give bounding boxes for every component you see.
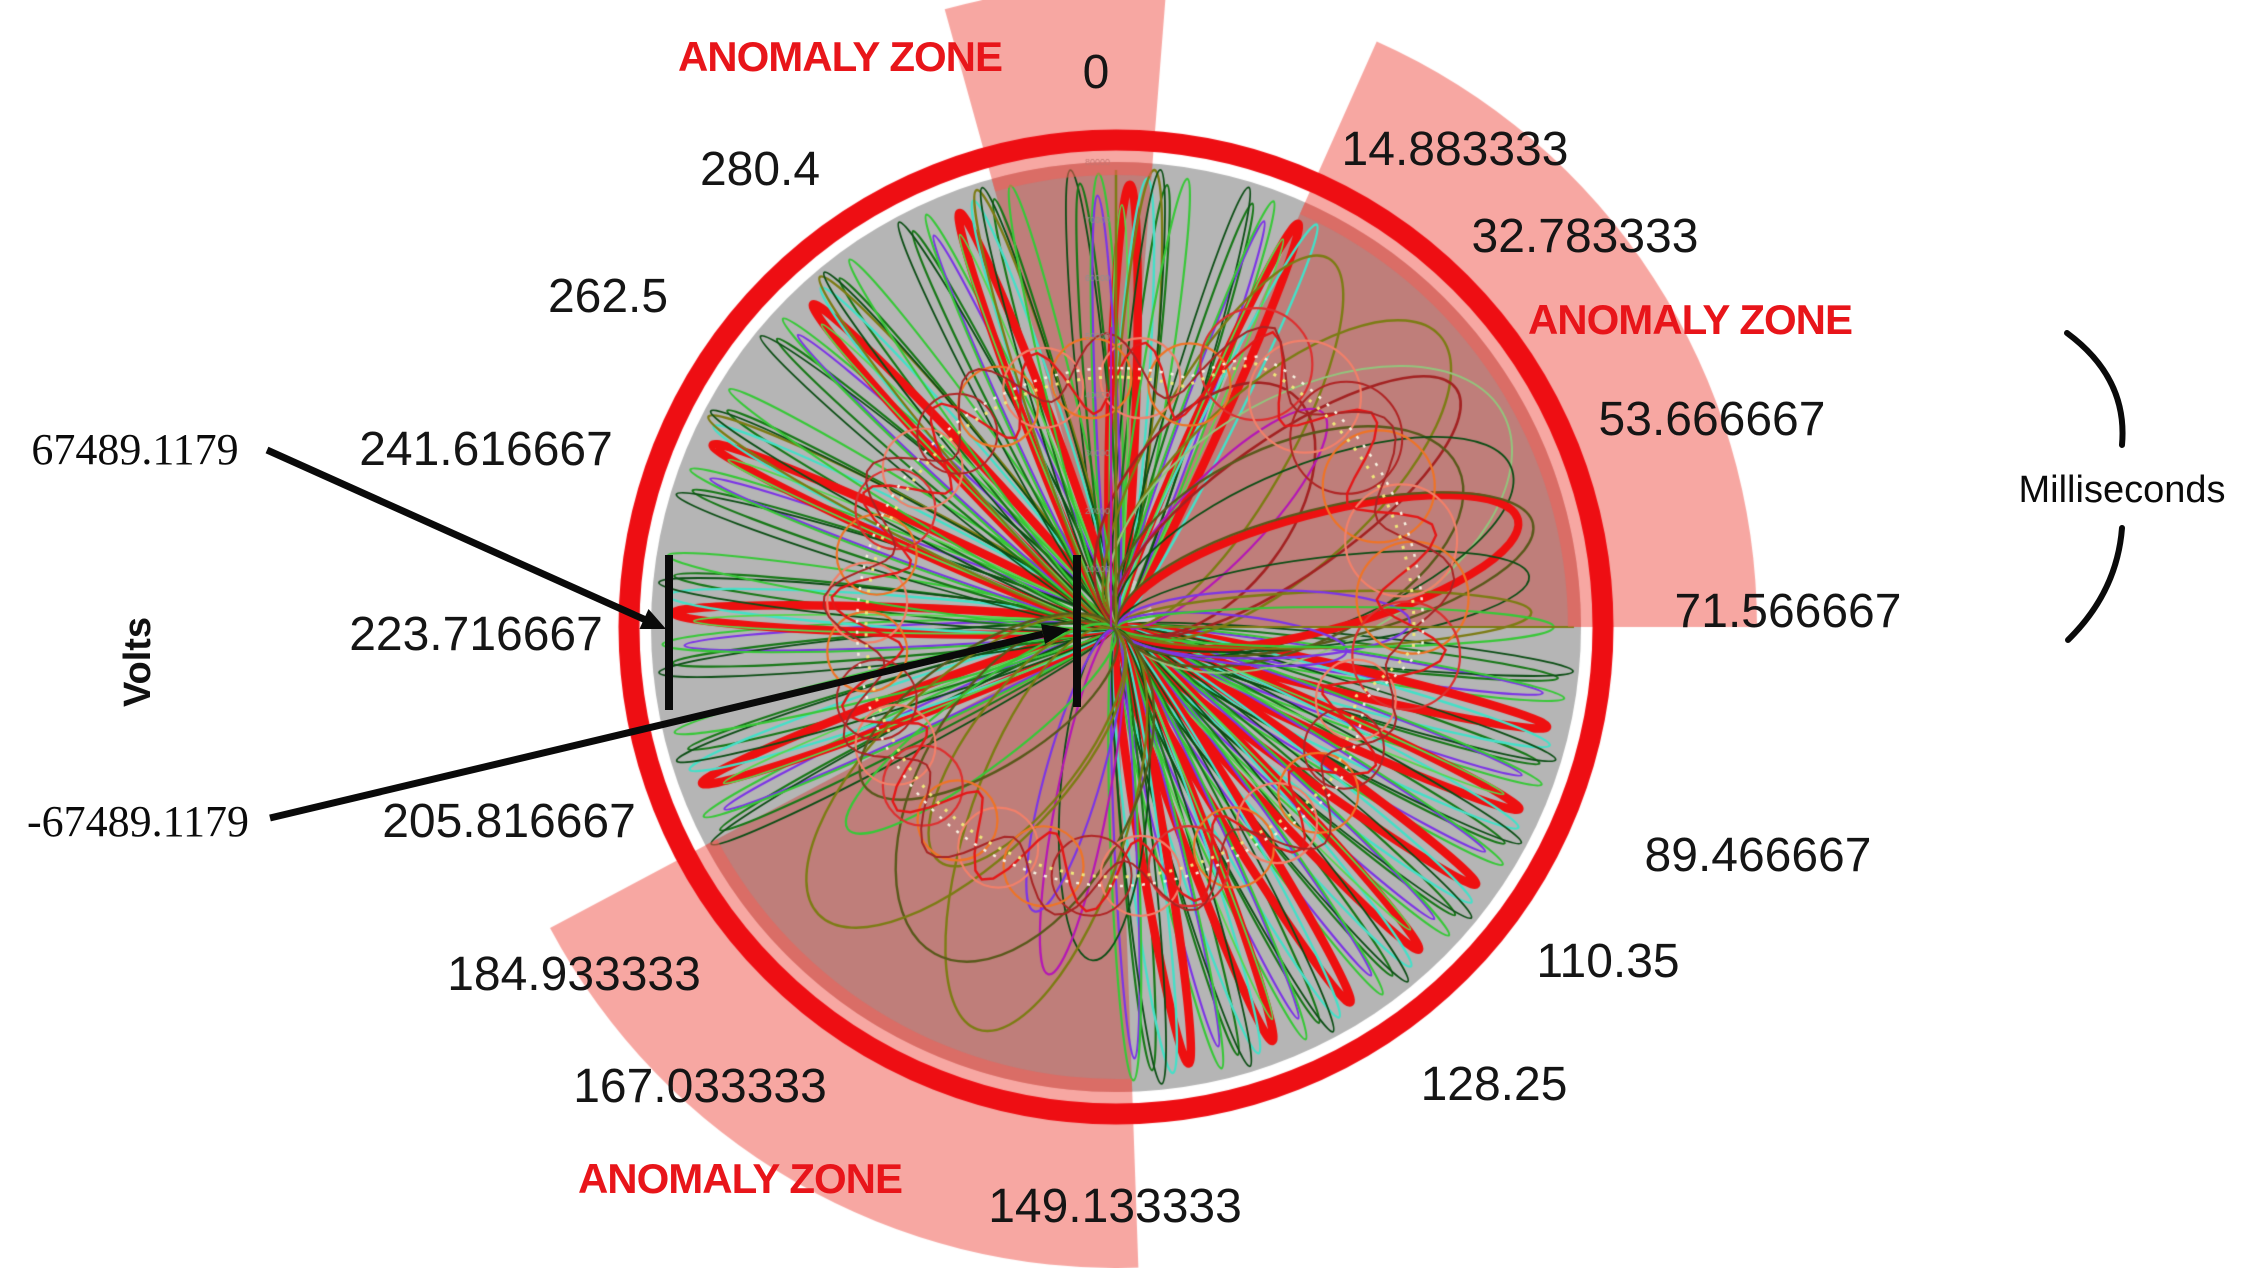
angular-tick-label: 167.033333 xyxy=(573,1060,827,1113)
volts-min-value: -67489.1179 xyxy=(26,797,250,846)
angular-tick-label: 89.466667 xyxy=(1644,829,1872,882)
milliseconds-axis-label: Milliseconds xyxy=(2018,469,2226,511)
anomaly-zone-label-top: ANOMALY ZONE xyxy=(677,33,1003,80)
angular-tick-label: 241.616667 xyxy=(359,423,613,476)
angular-tick-label: 223.716667 xyxy=(349,608,603,661)
anomaly-zone-label-right: ANOMALY ZONE xyxy=(1527,296,1853,343)
angular-tick-label: 184.933333 xyxy=(447,948,701,1001)
angular-tick-label: 149.133333 xyxy=(988,1180,1242,1233)
anomaly-zone-label-bottom: ANOMALY ZONE xyxy=(577,1155,903,1202)
angular-tick-label: 32.783333 xyxy=(1471,210,1699,263)
angular-tick-label: 262.5 xyxy=(547,270,669,323)
angular-tick-label: 53.666667 xyxy=(1598,393,1826,446)
angular-tick-label: 280.4 xyxy=(699,143,821,196)
angular-tick-label: 110.35 xyxy=(1536,935,1680,988)
volts-max-value: 67489.1179 xyxy=(31,425,239,474)
angular-tick-label: 128.25 xyxy=(1420,1058,1568,1111)
angular-tick-label: 205.816667 xyxy=(382,795,636,848)
volts-axis-label: Volts xyxy=(117,616,159,708)
angular-tick-label: 71.566667 xyxy=(1674,585,1902,638)
angular-tick-label: 14.883333 xyxy=(1341,123,1569,176)
angular-tick-label: 0 xyxy=(1082,46,1110,99)
